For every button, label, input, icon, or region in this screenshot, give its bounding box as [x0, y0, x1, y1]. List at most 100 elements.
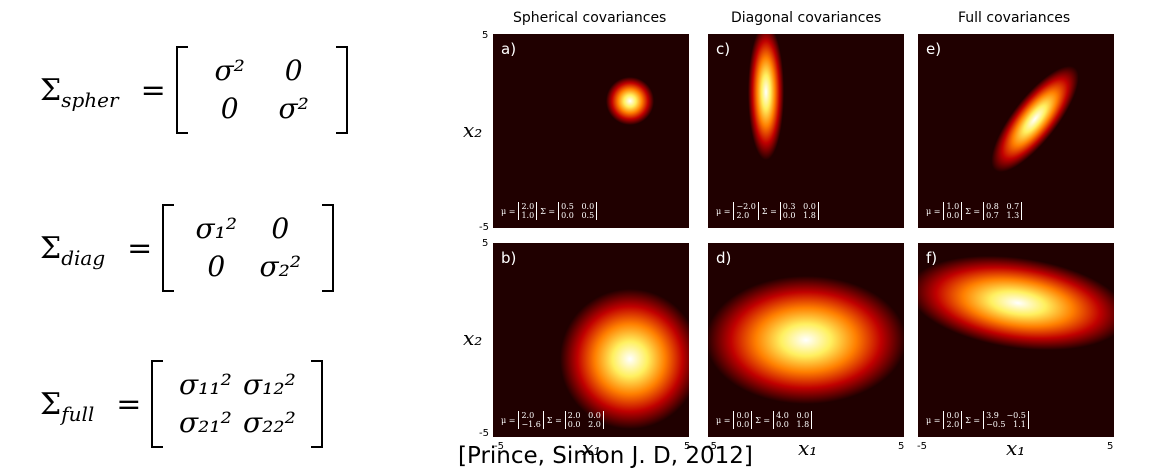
sigma-matrix: 0.8 0.7 0.7 1.3 [983, 202, 1023, 220]
equation-full: Σ full = σ₁₁² σ₁₂² σ₂₁² σ₂₂² [40, 360, 324, 448]
vector-entry: −1.6 [521, 420, 541, 429]
x-tick-min: -5 [707, 441, 717, 452]
matrix-cell: σ₁² [195, 212, 238, 245]
gaussian-panel-d: d) μ = 0.0 0.0 Σ = 4.0 0.0 0.0 1.8 [708, 243, 904, 437]
mu-symbol: μ = [501, 206, 516, 216]
equals-sign: = [140, 72, 166, 108]
equation-spherical: Σ spher = σ² 0 0 σ² [40, 46, 348, 134]
column-header-full: Full covariances [958, 10, 1071, 26]
mu-symbol: μ = [716, 415, 731, 425]
matrix-cell: σ² [278, 92, 309, 125]
matrix-row: 0.8 0.7 [986, 202, 1020, 211]
equals-sign: = [116, 386, 142, 422]
x-tick-min: -5 [494, 441, 504, 452]
mu-symbol: μ = [926, 415, 941, 425]
mu-vector: 0.0 2.0 [943, 411, 963, 429]
sigma-symbol: Σ = [755, 415, 771, 425]
sigma-matrix: 3.9 −0.5 −0.5 1.1 [983, 411, 1029, 429]
panel-label: b) [501, 249, 517, 267]
matrix-cell: σ₁₂² [243, 368, 296, 401]
gaussian-panel-c: c) μ = −2.0 2.0 Σ = 0.3 0.0 0.0 1.8 [708, 34, 904, 228]
x-axis-label: x₁ [1006, 436, 1026, 460]
panel-parameters: μ = 1.0 0.0 Σ = 0.8 0.7 0.7 1.3 [926, 202, 1023, 220]
panel-parameters: μ = −2.0 2.0 Σ = 0.3 0.0 0.0 1.8 [716, 202, 819, 220]
y-tick-max: 5 [482, 238, 489, 249]
mu-vector: 2.0 −1.6 [518, 411, 544, 429]
mu-vector: 0.0 0.0 [733, 411, 753, 429]
panel-label: d) [716, 249, 732, 267]
matrix-row: 0.5 0.0 [561, 202, 595, 211]
gaussian-panel-e: e) μ = 1.0 0.0 Σ = 0.8 0.7 0.7 1.3 [918, 34, 1114, 228]
sigma-matrix: 0.3 0.0 0.0 1.8 [779, 202, 819, 220]
equals-sign: = [127, 230, 153, 266]
vector-entry: 2.0 [736, 211, 750, 220]
y-tick-max: 5 [482, 30, 489, 41]
sigma-symbol: Σ = [965, 206, 981, 216]
sigma-matrix: 4.0 0.0 0.0 1.8 [773, 411, 813, 429]
subscript: full [61, 402, 95, 426]
sigma-matrix: 0.5 0.0 0.0 0.5 [558, 202, 598, 220]
matrix-cell: 0 [284, 54, 303, 87]
vector-entry: 0.0 [736, 411, 750, 420]
matrix-row: 0.0 1.8 [782, 211, 816, 220]
vector-entry: 2.0 [521, 202, 535, 211]
matrix-row: −0.5 1.1 [986, 420, 1026, 429]
mu-symbol: μ = [716, 206, 731, 216]
gaussian-panel-a: a) μ = 2.0 1.0 Σ = 0.5 0.0 0.0 0.5 [493, 34, 689, 228]
vector-entry: 0.0 [946, 211, 960, 220]
matrix-cell: σ₂² [259, 250, 302, 283]
matrix-row: 0.3 0.0 [782, 202, 816, 211]
mu-vector: 1.0 0.0 [943, 202, 963, 220]
y-tick-min: -5 [479, 428, 489, 439]
panel-parameters: μ = 0.0 2.0 Σ = 3.9 −0.5 −0.5 1.1 [926, 411, 1029, 429]
mu-vector: −2.0 2.0 [733, 202, 759, 220]
vector-entry: −2.0 [736, 202, 756, 211]
covariance-matrix: σ² 0 0 σ² [175, 46, 348, 134]
panel-parameters: μ = 0.0 0.0 Σ = 4.0 0.0 0.0 1.8 [716, 411, 813, 429]
covariance-matrix: σ₁₁² σ₁₂² σ₂₁² σ₂₂² [151, 360, 324, 448]
vector-entry: 2.0 [946, 420, 960, 429]
subscript: diag [61, 246, 106, 270]
mu-symbol: μ = [501, 415, 516, 425]
sigma-symbol: Σ [40, 386, 62, 422]
equation-diagonal: Σ diag = σ₁² 0 0 σ₂² [40, 204, 335, 292]
y-tick-min: -5 [479, 222, 489, 233]
panel-parameters: μ = 2.0 −1.6 Σ = 2.0 0.0 0.0 2.0 [501, 411, 604, 429]
vector-entry: 0.0 [946, 411, 960, 420]
panel-label: e) [926, 40, 942, 58]
panel-label: c) [716, 40, 731, 58]
x-tick-max: 5 [684, 441, 691, 452]
matrix-row: 4.0 0.0 [776, 411, 810, 420]
matrix-row: 0.0 1.8 [776, 420, 810, 429]
panel-parameters: μ = 2.0 1.0 Σ = 0.5 0.0 0.0 0.5 [501, 202, 598, 220]
sigma-symbol: Σ = [540, 206, 556, 216]
matrix-row: 0.0 0.5 [561, 211, 595, 220]
matrix-cell: σ₂₁² [179, 406, 232, 439]
vector-entry: 1.0 [946, 202, 960, 211]
vector-entry: 1.0 [521, 211, 535, 220]
gaussian-blob [959, 40, 1111, 198]
matrix-cell: σ₁₁² [179, 368, 232, 401]
x-axis-label: x₁ [582, 436, 602, 460]
gaussian-panel-f: f) μ = 0.0 2.0 Σ = 3.9 −0.5 −0.5 1.1 [918, 243, 1114, 437]
sigma-symbol: Σ [40, 72, 62, 108]
x-tick-max: 5 [898, 441, 905, 452]
sigma-matrix: 2.0 0.0 0.0 2.0 [564, 411, 604, 429]
x-tick-max: 5 [1107, 441, 1114, 452]
matrix-row: 0.7 1.3 [986, 211, 1020, 220]
matrix-cell: 0 [271, 212, 290, 245]
citation: [Prince, Simon J. D, 2012] [458, 443, 753, 469]
mu-symbol: μ = [926, 206, 941, 216]
matrix-cell: 0 [220, 92, 239, 125]
y-axis-label: x₂ [463, 118, 483, 142]
gaussian-blob [918, 243, 1114, 368]
panel-label: a) [501, 40, 517, 58]
sigma-symbol: Σ = [546, 415, 562, 425]
matrix-row: 3.9 −0.5 [986, 411, 1026, 420]
matrix-cell: σ² [214, 54, 245, 87]
sigma-symbol: Σ = [965, 415, 981, 425]
column-header-spherical: Spherical covariances [513, 10, 667, 26]
matrix-cell: 0 [207, 250, 226, 283]
gaussian-panel-b: b) μ = 2.0 −1.6 Σ = 2.0 0.0 0.0 2.0 [493, 243, 689, 437]
sigma-symbol: Σ [40, 230, 62, 266]
